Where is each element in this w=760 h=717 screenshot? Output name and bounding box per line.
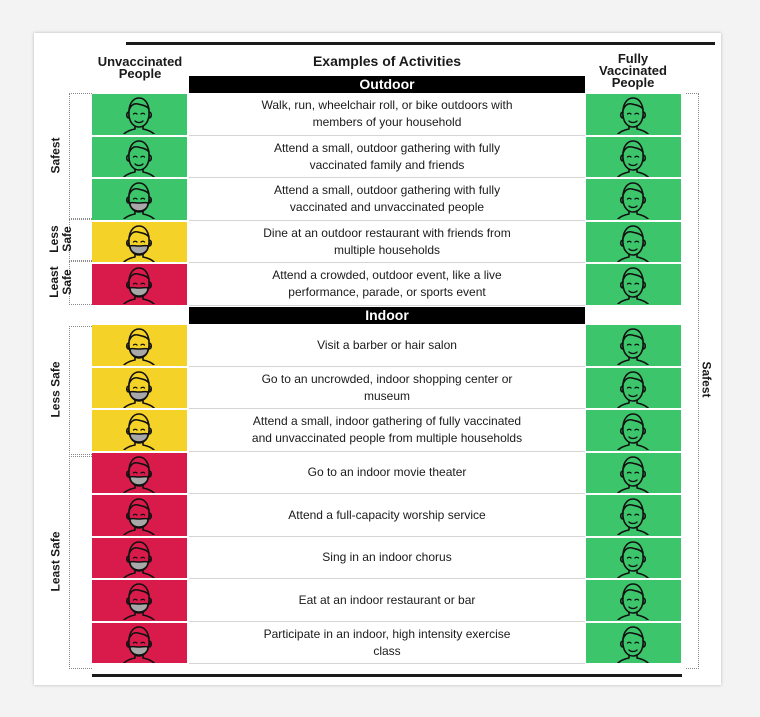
indoor-row-7-activity-text: Eat at an indoor restaurant or bar — [298, 592, 476, 607]
indoor-row-4-vaccinated-cell — [586, 452, 681, 493]
outdoor-row-4-activity-text: Dine at an outdoor restaurant with frien… — [263, 225, 511, 257]
indoor-row-7-vaccinated-cell — [586, 580, 681, 621]
indoor-row-2-activity-text: Go to an uncrowded, indoor shopping cent… — [261, 371, 513, 403]
label-less-safe-indoor: Less Safe — [48, 361, 63, 418]
outdoor-row-1-vaccinated-cell — [586, 94, 681, 135]
section-indoor: Indoor — [189, 307, 585, 324]
outdoor-row-2-activity-text: Attend a small, outdoor gathering with f… — [273, 140, 501, 172]
person-icon — [617, 498, 649, 535]
indoor-row-4-activity-text: Go to an indoor movie theater — [307, 465, 467, 480]
header-vaccinated: Fully Vaccinated People — [599, 51, 667, 90]
indoor-row-8-unvaccinated-cell — [92, 622, 187, 663]
bracket-least-safe-outdoor — [69, 261, 92, 305]
row-divider — [189, 493, 585, 494]
indoor-row-2-vaccinated-cell — [586, 367, 681, 408]
person-icon — [617, 583, 649, 620]
indoor-row-1-vaccinated-cell — [586, 325, 681, 366]
person-icon — [617, 625, 649, 663]
indoor-row-7-unvaccinated-cell — [92, 580, 187, 621]
row-divider — [189, 663, 585, 664]
masked-person-icon — [123, 413, 155, 450]
row-divider — [189, 620, 585, 622]
bracket-safest — [69, 93, 92, 219]
indoor-row-3-unvaccinated-cell — [92, 410, 187, 451]
outdoor-row-1-unvaccinated-cell — [92, 94, 187, 135]
row-divider — [189, 262, 585, 263]
top-rule — [126, 42, 715, 45]
row-divider — [189, 535, 585, 537]
masked-person-icon — [123, 498, 155, 535]
row-divider — [189, 450, 585, 452]
outdoor-row-3-activity-text: Attend a small, outdoor gathering with f… — [273, 183, 501, 215]
outdoor-row-2-vaccinated-cell — [586, 136, 681, 177]
masked-person-icon — [123, 328, 155, 365]
indoor-row-6-activity-text: Sing in an indoor chorus — [322, 550, 452, 565]
indoor-row-6-unvaccinated-cell — [92, 537, 187, 578]
bracket-less-safe-outdoor — [69, 219, 92, 261]
outdoor-row-3-unvaccinated-cell — [92, 179, 187, 220]
masked-person-icon — [123, 583, 155, 620]
row-divider — [189, 365, 585, 367]
row-divider — [189, 177, 585, 178]
indoor-row-2-unvaccinated-cell — [92, 367, 187, 408]
indoor-row-1-unvaccinated-cell — [92, 325, 187, 366]
person-icon — [617, 182, 649, 219]
outdoor-row-4-vaccinated-cell — [586, 221, 681, 262]
row-divider — [189, 134, 585, 136]
person-icon — [617, 328, 649, 365]
row-divider — [189, 219, 585, 221]
row-divider — [189, 408, 585, 409]
bracket-least-safe-indoor — [69, 456, 92, 669]
outdoor-row-3-vaccinated-cell — [586, 179, 681, 220]
indoor-row-8-vaccinated-cell — [586, 622, 681, 663]
label-safest: Safest — [48, 137, 63, 174]
masked-person-icon — [123, 625, 155, 663]
outdoor-row-5-vaccinated-cell — [586, 264, 681, 305]
activity-safety-chart: Unvaccinated People Examples of Activiti… — [34, 33, 721, 685]
masked-person-icon — [123, 182, 155, 219]
masked-person-icon — [123, 370, 155, 408]
label-least-safe-indoor: Least Safe — [48, 531, 63, 592]
masked-person-icon — [123, 540, 155, 578]
outdoor-row-4-unvaccinated-cell — [92, 221, 187, 262]
row-divider — [189, 304, 585, 306]
masked-person-icon — [123, 224, 155, 262]
indoor-row-5-activity-text: Attend a full-capacity worship service — [288, 507, 486, 522]
indoor-row-3-vaccinated-cell — [586, 410, 681, 451]
outdoor-row-5-unvaccinated-cell — [92, 264, 187, 305]
outdoor-row-5-activity-text: Attend a crowded, outdoor event, like a … — [272, 268, 502, 300]
person-icon — [617, 455, 649, 493]
indoor-row-1-activity-text: Visit a barber or hair salon — [317, 337, 457, 352]
person-icon — [617, 540, 649, 578]
indoor-row-5-unvaccinated-cell — [92, 495, 187, 536]
label-least-safe-outdoor: Least Safe — [47, 266, 74, 298]
person-icon — [617, 370, 649, 408]
indoor-row-3-activity-text: Attend a small, indoor gathering of full… — [251, 414, 523, 446]
indoor-row-6-vaccinated-cell — [586, 537, 681, 578]
person-icon — [617, 413, 649, 450]
person-icon — [617, 267, 649, 304]
indoor-row-4-unvaccinated-cell — [92, 452, 187, 493]
row-divider — [189, 578, 585, 579]
masked-person-icon — [123, 267, 155, 304]
outdoor-row-2-unvaccinated-cell — [92, 136, 187, 177]
label-vaccinated-safest: Safest — [699, 361, 714, 398]
header-activities: Examples of Activities — [312, 53, 462, 69]
person-icon — [123, 139, 155, 177]
indoor-row-5-vaccinated-cell — [586, 495, 681, 536]
person-icon — [123, 97, 155, 134]
indoor-row-8-activity-text: Participate in an indoor, high intensity… — [263, 626, 511, 658]
outdoor-row-1-activity-text: Walk, run, wheelchair roll, or bike outd… — [261, 98, 513, 130]
label-less-safe-outdoor: Less Safe — [47, 225, 74, 253]
bottom-rule — [92, 674, 682, 677]
person-icon — [617, 97, 649, 134]
bracket-less-safe-indoor — [69, 326, 92, 455]
section-outdoor: Outdoor — [189, 76, 585, 93]
bracket-vaccinated-safest — [686, 93, 699, 669]
person-icon — [617, 224, 649, 262]
person-icon — [617, 139, 649, 177]
header-unvaccinated: Unvaccinated People — [97, 54, 183, 81]
masked-person-icon — [123, 455, 155, 493]
